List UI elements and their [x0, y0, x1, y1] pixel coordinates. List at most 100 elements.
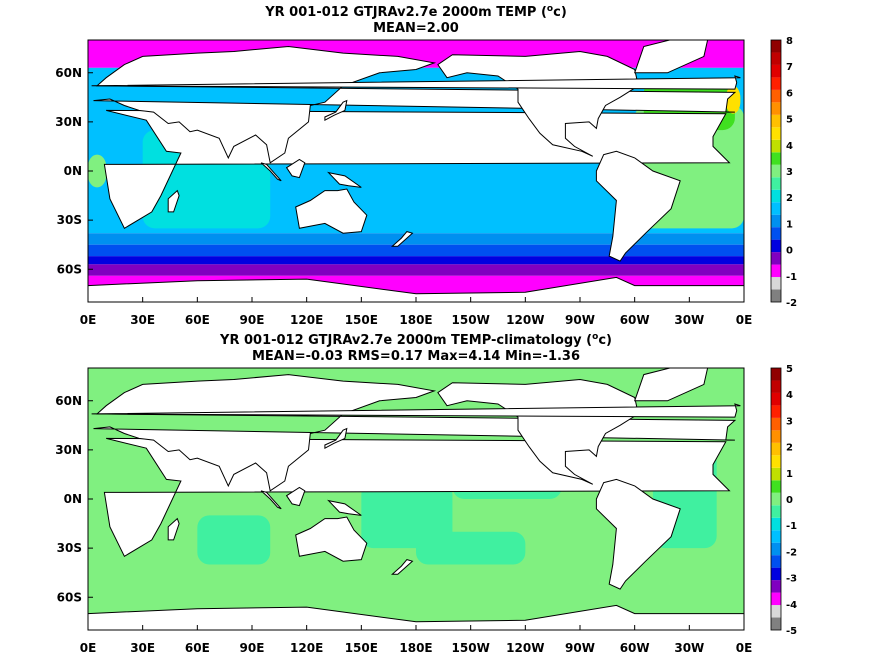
x-tick-label: 30W: [674, 313, 704, 327]
colorbar-tick-label: -1: [786, 272, 797, 283]
colorbar-segment: [771, 605, 781, 618]
colorbar-segment: [771, 592, 781, 606]
land-eurasia: [93, 45, 737, 164]
colorbar-tick-label: 7: [786, 62, 793, 73]
x-tick-label: 90W: [565, 641, 595, 655]
colorbar-segment: [771, 289, 781, 302]
panel1-title: YR 001-012 GTJRAv2.7e 2000m TEMP (oc): [264, 4, 567, 20]
land-south_america: [595, 478, 681, 590]
colorbar-tick-label: 8: [786, 36, 793, 47]
colorbar-segment: [771, 567, 781, 581]
field-band-3: [88, 233, 744, 245]
colorbar-segment: [771, 617, 781, 630]
colorbar-frame: [770, 367, 782, 631]
colorbar-segment: [771, 77, 781, 90]
land-south_america: [595, 150, 681, 262]
colorbar-segment: [771, 177, 781, 190]
colorbar-tick-label: 1: [786, 469, 793, 480]
colorbar-tick-label: 2: [786, 443, 793, 454]
colorbar-segment: [771, 152, 781, 165]
colorbar-segment: [771, 455, 781, 468]
y-tick-label: 30S: [57, 541, 82, 555]
x-tick-label: 90E: [240, 641, 265, 655]
x-tick-label: 120E: [290, 313, 323, 327]
y-tick-label: 0N: [64, 492, 82, 506]
x-tick-label: 60E: [185, 313, 210, 327]
colorbar-segment: [771, 252, 781, 265]
colorbar-segment: [771, 580, 781, 593]
land-greenland: [633, 40, 709, 74]
y-tick-label: 0N: [64, 164, 82, 178]
colorbar-segment: [771, 164, 781, 178]
x-tick-label: 60W: [620, 313, 650, 327]
colorbar-tick-label: 3: [786, 167, 793, 178]
colorbar-segment: [771, 202, 781, 215]
field-patch-4: [416, 531, 526, 565]
colorbar-segment: [771, 430, 781, 443]
land-sumatra: [260, 490, 282, 510]
land-eurasia: [93, 374, 737, 492]
colorbar-segment: [771, 64, 781, 78]
x-tick-label: 120W: [506, 641, 544, 655]
colorbar-frame: [770, 39, 782, 303]
panel2-map: 0E 30E 60E 90E 120E 150E 180E 150W 120W 90W 60W 30W…: [55, 364, 797, 655]
colorbar-segment: [771, 52, 781, 65]
colorbar-tick-label: -4: [786, 600, 797, 611]
x-tick-label: 60E: [185, 641, 210, 655]
colorbar-segment: [771, 392, 781, 406]
land-north_america: [437, 378, 639, 485]
y-tick-label: 30N: [55, 115, 82, 129]
panel1-subtitle: MEAN=2.00: [373, 21, 459, 36]
x-tick-label: 150W: [452, 313, 490, 327]
land-antarctica: [88, 604, 744, 630]
land-nz: [390, 559, 414, 575]
x-tick-label: 120E: [290, 641, 323, 655]
land-newguinea: [327, 171, 362, 188]
land-australia: [295, 188, 368, 234]
colorbar-tick-label: 5: [786, 364, 793, 375]
colorbar-segment: [771, 480, 781, 493]
colorbar-segment: [771, 189, 781, 203]
land-borneo: [285, 486, 306, 507]
colorbar-segment: [771, 492, 781, 506]
colorbar-tick-label: -2: [786, 298, 797, 309]
colorbar-tick-label: 1: [786, 219, 793, 230]
x-tick-label: 0E: [736, 313, 753, 327]
y-tick-label: 60S: [57, 262, 82, 276]
colorbar-segment: [771, 505, 781, 518]
panel1-map: 0E 30E 60E 90E 120E 150E 180E 150W 120W 90W 60W 30W…: [55, 36, 797, 327]
x-tick-label: 150E: [345, 313, 378, 327]
x-tick-label: 60W: [620, 641, 650, 655]
map-field: [88, 368, 744, 630]
x-tick-label: 90W: [565, 313, 595, 327]
land-newguinea: [327, 499, 362, 516]
colorbar-tick-label: 5: [786, 115, 793, 126]
colorbar-segment: [771, 417, 781, 431]
colorbar-tick-label: 0: [786, 495, 793, 506]
panel2-subtitle: MEAN=-0.03 RMS=0.17 Max=4.14 Min=-1.36: [252, 349, 580, 364]
x-tick-label: 0E: [80, 641, 97, 655]
colorbar-segment: [771, 89, 781, 103]
colorbar-segment: [771, 517, 781, 531]
panel2-title: YR 001-012 GTJRAv2.7e 2000m TEMP-climato…: [219, 332, 612, 348]
land-uk: [91, 403, 741, 418]
colorbar-segment: [771, 214, 781, 228]
land-antarctica: [88, 276, 744, 302]
x-tick-label: 30E: [130, 313, 155, 327]
colorbar-segment: [771, 442, 781, 456]
colorbar-tick-label: 0: [786, 246, 793, 257]
x-tick-label: 180E: [399, 641, 432, 655]
land-japan: [324, 427, 348, 450]
colorbar-segment: [771, 555, 781, 568]
colorbar-tick-label: 2: [786, 193, 793, 204]
colorbar-segment: [771, 277, 781, 290]
land-madagascar: [167, 517, 180, 541]
x-tick-label: 90E: [240, 313, 265, 327]
x-tick-label: 150W: [452, 641, 490, 655]
colorbar-tick-label: 4: [786, 141, 793, 152]
land-madagascar: [167, 189, 180, 213]
colorbar-tick-label: -5: [786, 626, 797, 637]
land-greenland: [633, 368, 709, 402]
land-uk: [91, 75, 741, 90]
